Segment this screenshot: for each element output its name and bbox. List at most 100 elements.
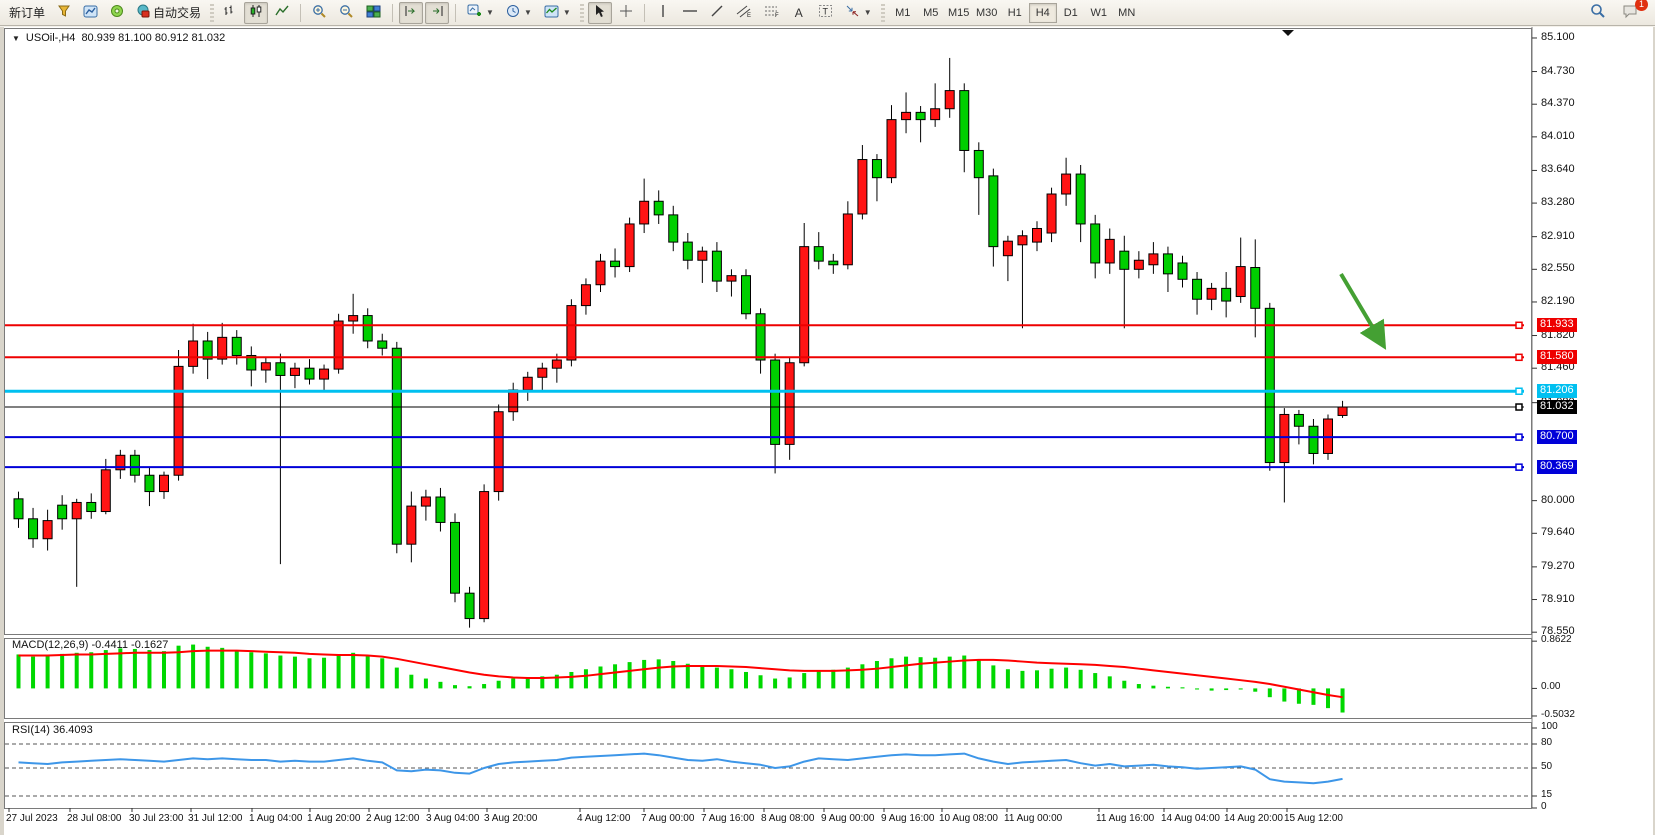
chart-symbol-label: USOil-,H4 xyxy=(25,32,76,44)
dropdown-arrow-icon: ▼ xyxy=(523,8,532,17)
time-axis-label: 30 Jul 23:00 xyxy=(129,813,184,824)
vertical-line-tool-button[interactable] xyxy=(651,2,675,24)
timeframe-m30-button[interactable]: M30 xyxy=(976,6,998,19)
time-axis-label: 14 Aug 20:00 xyxy=(1224,813,1283,824)
toolbar-separator xyxy=(300,3,302,22)
candlestick-icon xyxy=(249,4,263,21)
tile-windows-button[interactable] xyxy=(361,2,386,24)
time-axis-label: 9 Aug 00:00 xyxy=(821,813,875,824)
time-axis-label: 10 Aug 08:00 xyxy=(939,813,998,824)
axis-tick-label: 0.8622 xyxy=(1541,634,1572,646)
cursor-icon xyxy=(593,4,606,21)
current-price-tag[interactable]: 81.032 xyxy=(1537,400,1577,415)
scale-fix-marker-icon[interactable] xyxy=(1282,30,1294,36)
axis-tick-label: 78.910 xyxy=(1541,592,1575,605)
toolbar-separator xyxy=(643,3,645,22)
timeframe-mn-button[interactable]: MN xyxy=(1118,6,1136,19)
timeframe-m5-button[interactable]: M5 xyxy=(923,6,939,19)
axis-tick-label: 50 xyxy=(1541,761,1553,772)
svg-text:F: F xyxy=(775,13,779,18)
crosshair-tool-button[interactable] xyxy=(614,2,638,24)
time-axis-label: 28 Jul 08:00 xyxy=(67,813,122,824)
horizontal-line-tool-button[interactable] xyxy=(677,2,703,24)
axis-tick-label: 82.190 xyxy=(1541,294,1575,307)
hline-price-tag[interactable]: 80.369 xyxy=(1537,460,1577,475)
hline-price-tag[interactable]: 81.933 xyxy=(1537,318,1577,333)
time-axis-label: 4 Aug 12:00 xyxy=(577,813,631,824)
time-axis-label: 9 Aug 16:00 xyxy=(881,813,935,824)
svg-text:T: T xyxy=(822,7,828,17)
time-axis-label: 3 Aug 04:00 xyxy=(426,813,480,824)
axis-tick-label: 80 xyxy=(1541,737,1553,748)
signal-icon xyxy=(110,4,124,21)
period-button[interactable]: ▼ xyxy=(501,2,537,24)
axis-tick-label: 15 xyxy=(1541,789,1553,800)
time-axis-label: 31 Jul 12:00 xyxy=(188,813,243,824)
dropdown-arrow-icon: ▼ xyxy=(562,8,571,17)
autotrading-label: 自动交易 xyxy=(153,6,202,20)
new-order-label: 新订单 xyxy=(9,6,46,20)
funnel-icon xyxy=(57,4,71,21)
axis-tick-label: 80.000 xyxy=(1541,493,1575,506)
signals-button[interactable] xyxy=(105,2,129,24)
trendline-tool-button[interactable] xyxy=(705,2,729,24)
toolbar-separator xyxy=(392,3,394,22)
zoom-in-button[interactable] xyxy=(307,2,332,24)
auto-scroll-button[interactable] xyxy=(399,1,424,24)
hline-price-tag[interactable]: 81.206 xyxy=(1537,384,1577,399)
cursor-tool-button[interactable] xyxy=(587,1,612,24)
time-axis-label: 14 Aug 04:00 xyxy=(1161,813,1220,824)
axis-tick-label: 85.100 xyxy=(1541,30,1575,43)
timeframe-m15-button[interactable]: M15 xyxy=(948,6,970,19)
hline-price-tag[interactable]: 81.580 xyxy=(1537,350,1577,365)
text-tool-button[interactable]: A xyxy=(787,2,811,24)
text-label-icon: T xyxy=(818,4,833,21)
axis-tick-label: 84.370 xyxy=(1541,97,1575,110)
axis-tick-label: 100 xyxy=(1541,721,1558,732)
hline-price-tag[interactable]: 80.700 xyxy=(1537,430,1577,445)
template-button[interactable]: ▼ xyxy=(539,2,576,24)
channel-tool-button[interactable]: E xyxy=(731,2,757,24)
line-chart-icon xyxy=(275,4,289,21)
market-depth-button[interactable] xyxy=(52,2,76,24)
candlestick-chart-button[interactable] xyxy=(244,1,269,24)
symbol-dropdown-icon[interactable]: ▼ xyxy=(12,33,20,43)
line-chart-button[interactable] xyxy=(270,2,294,24)
timeframe-d1-button[interactable]: D1 xyxy=(1063,6,1078,19)
search-button[interactable] xyxy=(1585,2,1611,24)
time-axis-label: 8 Aug 08:00 xyxy=(761,813,815,824)
price-chart-canvas[interactable] xyxy=(4,27,1653,835)
time-axis-label: 11 Aug 00:00 xyxy=(1004,813,1063,824)
add-indicator-button[interactable]: ▼ xyxy=(462,2,499,24)
timeframe-w1-button[interactable]: W1 xyxy=(1090,6,1107,19)
axis-tick-label: 78.550 xyxy=(1541,625,1575,638)
axis-tick-label: -0.5032 xyxy=(1541,708,1575,720)
fibonacci-tool-button[interactable]: F xyxy=(759,2,785,24)
time-axis-label: 2 Aug 12:00 xyxy=(366,813,420,824)
shapes-tool-button[interactable]: ▼ xyxy=(840,2,877,24)
axis-tick-label: 82.910 xyxy=(1541,229,1575,242)
chart-window[interactable]: ▼ USOil-,H4 80.939 81.100 80.912 81.032 … xyxy=(0,27,1655,835)
timeframe-h4-button[interactable]: H4 xyxy=(1028,2,1057,23)
toolbar-grip xyxy=(210,3,215,22)
autotrading-button[interactable]: 自动交易 xyxy=(131,2,206,24)
notifications-button[interactable]: 1 xyxy=(1617,0,1648,24)
chart-shift-button[interactable] xyxy=(425,1,450,24)
dropdown-arrow-icon: ▼ xyxy=(486,8,494,17)
new-order-button[interactable]: 新订单 xyxy=(4,2,50,24)
text-label-tool-button[interactable]: T xyxy=(813,2,838,24)
main-toolbar: 新订单 自动交易 ▼ ▼ xyxy=(0,0,1655,26)
toolbar-grip xyxy=(880,3,885,22)
chart-window-button[interactable] xyxy=(78,2,103,24)
zoom-out-button[interactable] xyxy=(334,2,359,24)
timeframe-h1-button[interactable]: H1 xyxy=(1007,6,1022,19)
zoom-out-icon xyxy=(339,4,354,22)
trend-arrow-annotation[interactable] xyxy=(1339,272,1387,350)
timeframe-m1-button[interactable]: M1 xyxy=(895,6,911,19)
horizontal-line-icon xyxy=(682,4,698,21)
bar-chart-icon xyxy=(223,4,237,21)
channel-icon: E xyxy=(736,4,752,21)
crosshair-icon xyxy=(619,4,633,21)
trendline-icon xyxy=(710,4,724,21)
bar-chart-button[interactable] xyxy=(218,2,242,24)
